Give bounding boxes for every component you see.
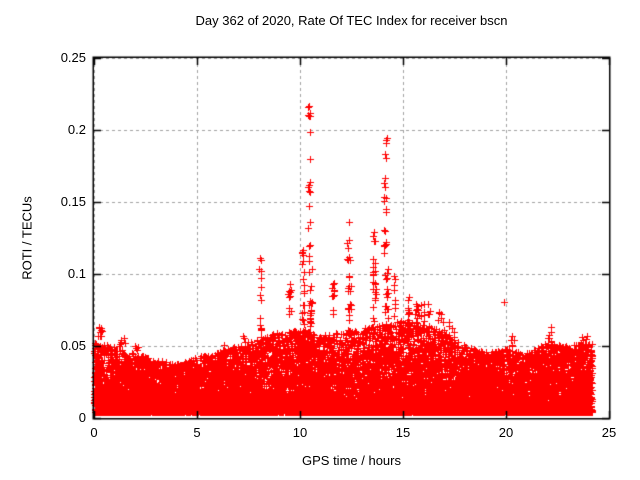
y-tick-label: 0.15: [60, 194, 86, 209]
x-tick-label: 25: [601, 425, 617, 440]
y-tick-label: 0.1: [67, 266, 86, 281]
y-tick-label: 0.2: [67, 122, 86, 137]
x-tick-label: 15: [395, 425, 411, 440]
x-tick-label: 5: [193, 425, 201, 440]
x-tick-label: 10: [292, 425, 308, 440]
x-tick-label: 0: [90, 425, 98, 440]
y-tick-label: 0.25: [60, 50, 86, 65]
chart-title: Day 362 of 2020, Rate Of TEC Index for r…: [195, 13, 508, 28]
x-tick-label: 20: [498, 425, 514, 440]
y-tick-label: 0.05: [60, 338, 86, 353]
y-tick-label: 0: [78, 410, 86, 425]
x-axis-label: GPS time / hours: [302, 453, 401, 468]
